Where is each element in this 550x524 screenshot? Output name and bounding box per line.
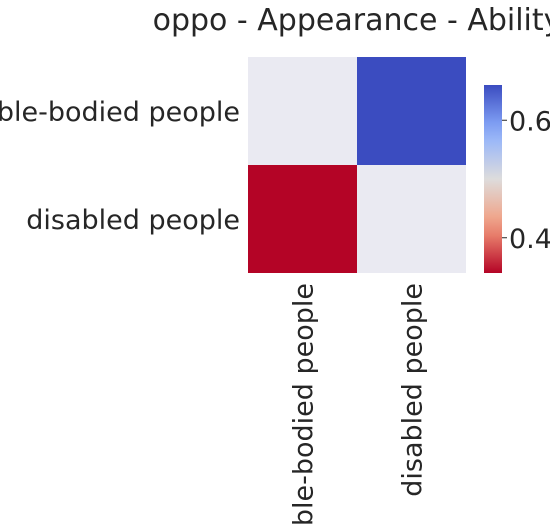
heatmap-cell [357,165,466,273]
colorbar-ticks: 0.4 0.6 [502,106,550,255]
column-label: disabled people [398,283,429,497]
heatmap-cell [248,165,357,273]
colorbar-tick-label: 0.4 [509,224,550,255]
chart-title: oppo - Appearance - Ability [153,3,550,38]
heatmap-cell [357,57,466,165]
row-label: able-bodied people [0,97,240,128]
column-label: able-bodied people [289,283,320,524]
row-label: disabled people [26,205,240,236]
row-labels: able-bodied people disabled people [0,97,240,236]
heatmap-cells [248,57,466,273]
colorbar [484,85,502,273]
heatmap-cell [248,57,357,165]
colorbar-tick-label: 0.6 [509,106,550,137]
column-labels: able-bodied people disabled people [289,283,429,524]
